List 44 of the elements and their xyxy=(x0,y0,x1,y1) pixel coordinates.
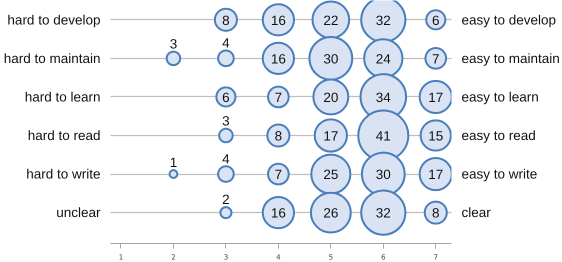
y-tick-label: unclear xyxy=(56,205,102,220)
data-label: 7 xyxy=(274,90,282,105)
data-label: 34 xyxy=(376,90,392,105)
data-label: 16 xyxy=(270,51,286,66)
data-label: 30 xyxy=(376,167,391,182)
data-label: 8 xyxy=(274,128,282,144)
data-label: 6 xyxy=(432,12,440,28)
data-label: 20 xyxy=(323,90,338,105)
data-label: 17 xyxy=(323,128,338,144)
y2-tick-label: easy to read xyxy=(462,128,536,143)
data-label: 4 xyxy=(222,36,230,51)
data-label: 26 xyxy=(323,206,338,221)
y2-tick-label: easy to write xyxy=(462,166,538,182)
data-label: 24 xyxy=(376,51,392,66)
data-label: 7 xyxy=(274,167,282,182)
data-label: 3 xyxy=(170,36,178,52)
data-label: 32 xyxy=(376,206,391,221)
data-label: 16 xyxy=(270,12,286,28)
data-label: 8 xyxy=(432,206,440,221)
data-label: 41 xyxy=(376,128,391,144)
y2-tick-label: easy to learn xyxy=(462,89,539,104)
data-label: 7 xyxy=(432,51,440,66)
y-tick-label: hard to maintain xyxy=(4,50,101,66)
data-label: 25 xyxy=(323,167,338,182)
data-label: 30 xyxy=(323,51,338,66)
data-label: 1 xyxy=(170,155,178,170)
data-label: 8 xyxy=(222,12,230,28)
y-tick-label: hard to learn xyxy=(24,89,101,104)
data-label: 4 xyxy=(222,151,230,166)
data-label: 15 xyxy=(428,128,444,144)
y-tick-label: hard to develop xyxy=(7,12,101,28)
data-label: 2 xyxy=(222,192,230,208)
y-tick-label: hard to write xyxy=(26,166,101,182)
data-label: 16 xyxy=(270,206,286,221)
y2-tick-label: clear xyxy=(462,205,492,220)
y2-tick-label: easy to maintain xyxy=(462,50,560,66)
data-label: 22 xyxy=(323,12,338,28)
data-label: 32 xyxy=(376,12,391,28)
data-label: 6 xyxy=(222,90,230,105)
data-label: 3 xyxy=(222,114,230,129)
data-label: 17 xyxy=(428,90,444,105)
y-tick-label: hard to read xyxy=(28,128,101,143)
data-label: 17 xyxy=(428,167,444,182)
y2-tick-label: easy to develop xyxy=(462,12,556,28)
